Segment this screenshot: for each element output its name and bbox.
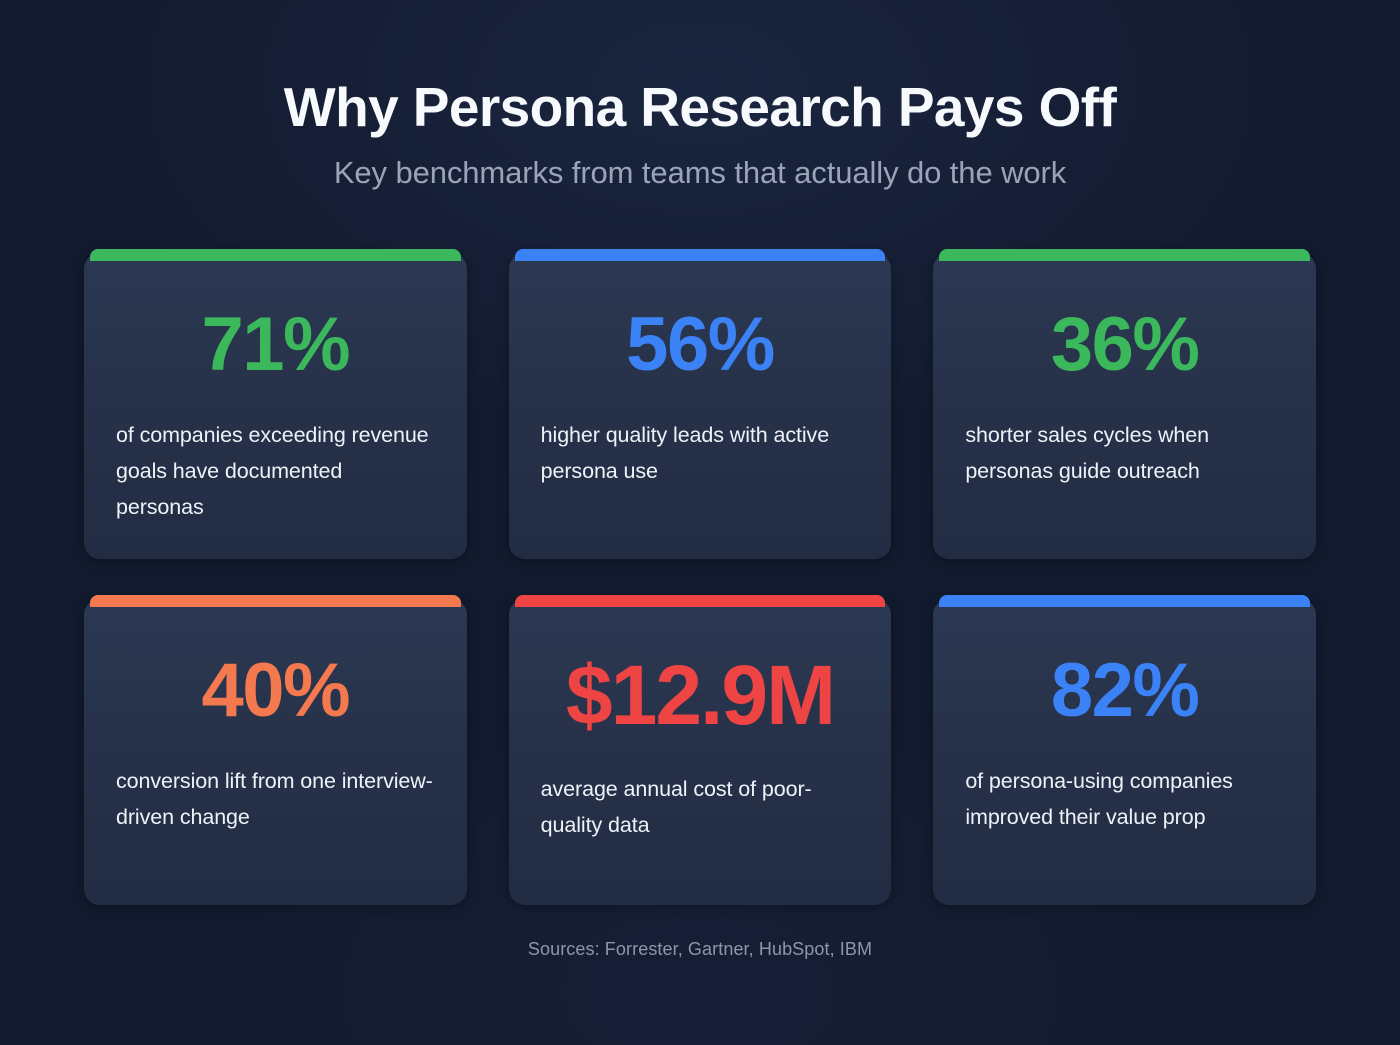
card-accent-bar (514, 249, 886, 262)
sources-note: Sources: Forrester, Gartner, HubSpot, IB… (527, 939, 873, 960)
stat-card: 36% shorter sales cycles when personas g… (933, 249, 1316, 560)
stat-value: 40% (201, 648, 351, 734)
stat-value: 56% (626, 302, 775, 388)
stat-label: of companies exceeding revenue goals hav… (116, 423, 429, 520)
stat-label: average annual cost of poor-quality data (540, 777, 812, 838)
card-accent-bar (939, 595, 1310, 608)
stat-label: shorter sales cycles when personas guide… (965, 423, 1209, 484)
card-accent-bar (90, 595, 461, 608)
stat-value: 82% (1050, 648, 1200, 734)
stat-label: higher quality leads with active persona… (540, 423, 830, 484)
stat-card: 56% higher quality leads with active per… (508, 249, 892, 560)
page-subtitle: Key benchmarks from teams that actually … (333, 155, 1067, 191)
stat-value: $12.9M (565, 648, 836, 743)
stat-value: 36% (1050, 302, 1200, 388)
page-title: Why Persona Research Pays Off (283, 76, 1117, 138)
stat-card: 71% of companies exceeding revenue goals… (84, 249, 467, 560)
card-accent-bar (514, 595, 886, 608)
stat-card-grid: 71% of companies exceeding revenue goals… (84, 249, 1316, 906)
stat-card: 82% of persona-using companies improved … (933, 595, 1316, 906)
header: Why Persona Research Pays Off Key benchm… (283, 0, 1117, 191)
stat-label: conversion lift from one interview-drive… (116, 769, 433, 830)
stat-label: of persona-using companies improved thei… (965, 769, 1233, 830)
stat-card: 40% conversion lift from one interview-d… (84, 595, 467, 906)
stat-card: $12.9M average annual cost of poor-quali… (508, 595, 892, 906)
stat-value: 71% (201, 302, 351, 388)
card-accent-bar (939, 249, 1310, 262)
card-accent-bar (90, 249, 461, 262)
